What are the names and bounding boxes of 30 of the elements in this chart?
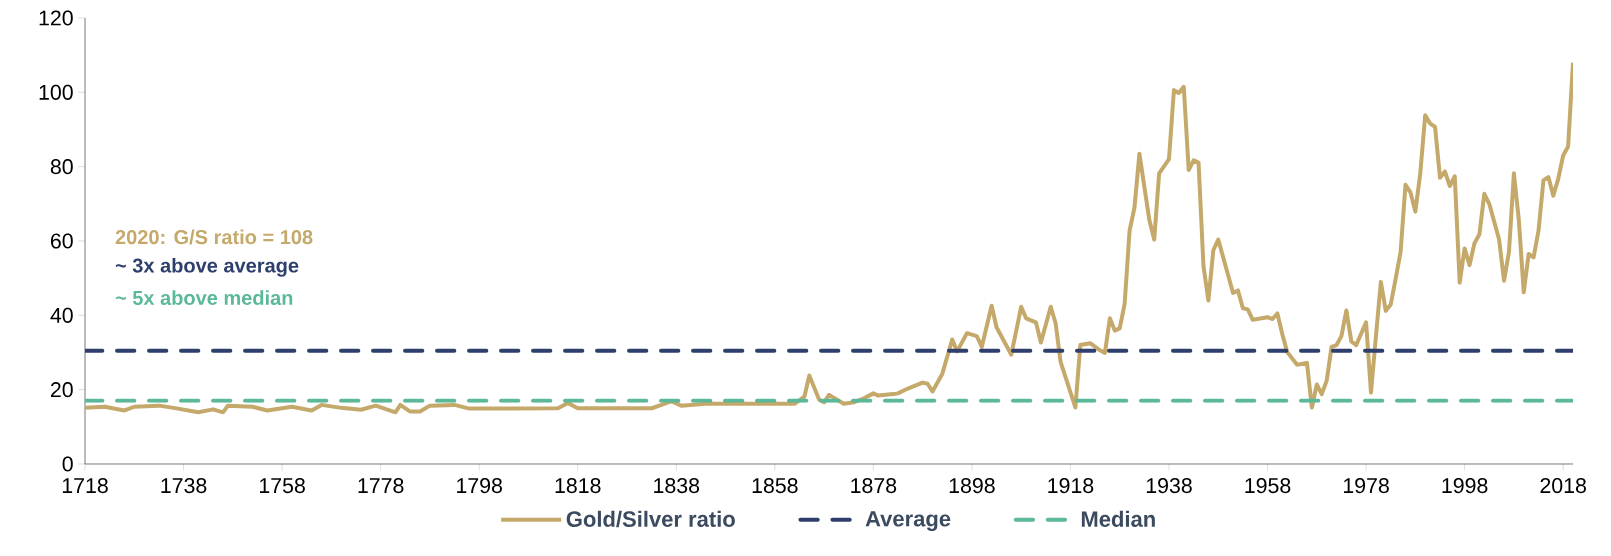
x-tick-label: 1978 bbox=[1343, 478, 1389, 494]
x-tick-label: 1838 bbox=[654, 478, 700, 494]
y-tick-label: 60 bbox=[50, 233, 73, 249]
legend-label: Average bbox=[865, 511, 951, 531]
x-tick-label: 1898 bbox=[949, 478, 995, 494]
x-tick-label: 1938 bbox=[1146, 478, 1192, 494]
x-tick-label: 1918 bbox=[1048, 478, 1094, 494]
legend-label: Gold/Silver ratio bbox=[566, 510, 735, 528]
x-tick-label: 1858 bbox=[752, 478, 798, 494]
annotation: 2020: G/S ratio = 108 bbox=[115, 229, 313, 245]
x-tick-label: 1958 bbox=[1245, 478, 1291, 494]
x-tick-label: 1738 bbox=[161, 478, 207, 494]
line-series bbox=[85, 60, 1574, 415]
y-tick-label: 20 bbox=[50, 382, 73, 398]
annotation: ~ 3x above average bbox=[115, 257, 299, 277]
annotation: ~ 5x above median bbox=[115, 290, 293, 305]
legend-label: Median bbox=[1081, 510, 1155, 527]
x-tick-label: 1878 bbox=[851, 478, 897, 494]
x-tick-label: 1718 bbox=[62, 478, 108, 494]
x-tick-label: 2018 bbox=[1540, 478, 1586, 494]
x-tick-label: 1998 bbox=[1442, 478, 1488, 494]
x-tick-label: 1758 bbox=[260, 478, 305, 494]
y-tick-label: 120 bbox=[39, 10, 73, 26]
y-tick-label: 40 bbox=[50, 307, 73, 323]
y-tick-label: 0 bbox=[62, 456, 73, 472]
x-tick-label: 1818 bbox=[555, 478, 601, 494]
x-tick-label: 1778 bbox=[358, 478, 404, 494]
x-tick-label: 1798 bbox=[457, 478, 502, 494]
y-tick-label: 100 bbox=[39, 84, 73, 100]
y-tick-label: 80 bbox=[50, 159, 73, 175]
